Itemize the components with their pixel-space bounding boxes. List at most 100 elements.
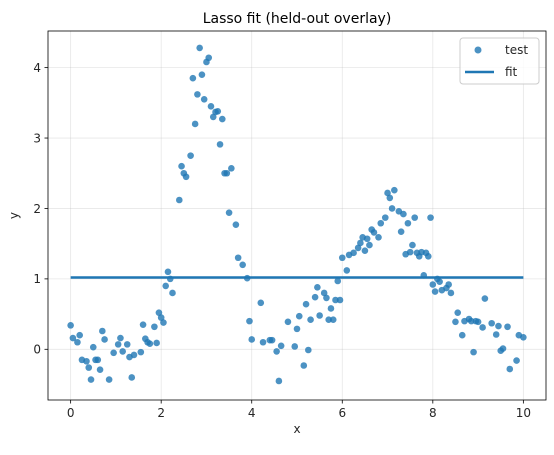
- test-point: [447, 289, 455, 297]
- test-point: [99, 327, 106, 335]
- test-point: [332, 296, 339, 304]
- test-point: [305, 346, 312, 354]
- y-tick-label: 3: [33, 131, 41, 145]
- test-point: [223, 169, 231, 177]
- test-point: [311, 293, 319, 301]
- y-tick-label: 4: [33, 61, 41, 75]
- test-point: [114, 341, 122, 348]
- test-point: [381, 214, 389, 221]
- test-point: [284, 318, 292, 326]
- test-point: [157, 314, 165, 321]
- test-point: [409, 241, 416, 249]
- test-point: [67, 322, 74, 329]
- test-point: [316, 312, 323, 319]
- x-axis-ticks: 0 2 4 6 8 10: [67, 400, 531, 420]
- test-point: [83, 357, 90, 365]
- test-point: [194, 91, 201, 98]
- test-point: [259, 338, 267, 346]
- test-point: [350, 249, 357, 257]
- test-point: [411, 214, 419, 221]
- test-point: [370, 229, 378, 236]
- test-point: [225, 209, 233, 216]
- test-point: [479, 324, 486, 331]
- test-point: [198, 71, 206, 78]
- test-point: [76, 331, 83, 339]
- test-point: [162, 282, 170, 290]
- test-point: [268, 336, 276, 344]
- test-point: [397, 228, 405, 235]
- test-point: [481, 295, 489, 302]
- test-point: [69, 334, 77, 342]
- test-point: [506, 365, 514, 373]
- test-point: [354, 244, 362, 252]
- x-tick-label: 4: [248, 406, 256, 420]
- test-point: [200, 96, 208, 103]
- test-point: [400, 210, 407, 218]
- test-point: [166, 275, 174, 283]
- test-point: [488, 319, 495, 327]
- test-point: [495, 322, 502, 330]
- legend-label-fit: fit: [505, 65, 518, 79]
- test-point: [187, 152, 194, 159]
- test-point: [239, 261, 246, 269]
- test-point: [445, 281, 452, 288]
- test-point: [513, 357, 520, 364]
- test-point: [130, 351, 138, 359]
- test-point: [520, 334, 527, 341]
- test-point: [470, 348, 477, 356]
- x-axis-title: x: [293, 422, 300, 436]
- test-point: [391, 186, 398, 194]
- test-point: [343, 267, 351, 274]
- test-point: [429, 281, 437, 288]
- test-point: [219, 115, 226, 123]
- test-point: [327, 305, 335, 312]
- test-point: [117, 334, 124, 342]
- test-point: [454, 309, 462, 316]
- test-point: [155, 309, 163, 316]
- test-point: [468, 317, 475, 325]
- test-point: [160, 319, 167, 326]
- x-tick-label: 2: [157, 406, 165, 420]
- test-point: [386, 194, 394, 202]
- test-point: [74, 338, 81, 346]
- y-tick-label: 1: [33, 272, 41, 286]
- test-point: [424, 253, 432, 260]
- test-point: [246, 317, 253, 325]
- test-point: [214, 107, 222, 115]
- legend: test fit: [459, 37, 540, 85]
- test-point: [216, 141, 224, 148]
- y-axis-ticks: 0 1 2 3 4: [33, 61, 48, 357]
- test-point: [137, 348, 145, 356]
- test-point: [146, 340, 154, 347]
- x-tick-label: 0: [67, 406, 75, 420]
- test-point: [307, 316, 314, 324]
- test-point: [205, 54, 213, 62]
- test-point: [139, 321, 147, 328]
- legend-label-test: test: [505, 43, 528, 57]
- test-point: [101, 336, 108, 343]
- test-point: [248, 336, 256, 343]
- test-point: [105, 376, 113, 383]
- x-tick-label: 6: [338, 406, 346, 420]
- test-point: [178, 162, 185, 170]
- test-point: [89, 343, 97, 351]
- test-point: [363, 235, 371, 243]
- test-point: [404, 219, 412, 227]
- test-point: [169, 289, 176, 297]
- test-point: [300, 362, 308, 369]
- test-point: [504, 323, 511, 331]
- test-point: [119, 348, 126, 355]
- test-point: [420, 272, 428, 279]
- test-point: [291, 343, 299, 350]
- test-point: [234, 254, 242, 262]
- test-point: [207, 103, 215, 110]
- test-point: [474, 318, 482, 326]
- test-point: [375, 234, 382, 241]
- test-point: [320, 289, 328, 297]
- test-point: [431, 288, 439, 295]
- test-point: [384, 189, 391, 197]
- test-point: [377, 219, 385, 227]
- test-point: [314, 284, 321, 291]
- test-point: [499, 345, 507, 352]
